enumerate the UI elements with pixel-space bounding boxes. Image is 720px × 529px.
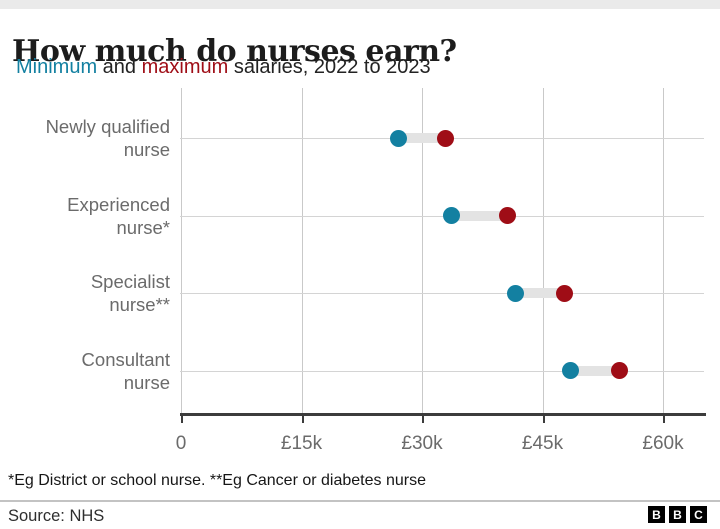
min-salary-dot: [390, 129, 408, 147]
range-connector: [451, 210, 508, 221]
category-label: Newly qualified nurse: [0, 115, 170, 161]
source-label: Source: NHS: [8, 507, 105, 525]
category-label-line2: nurse*: [116, 216, 170, 238]
subtitle-and: and: [97, 56, 142, 78]
x-axis-tick: [301, 416, 304, 423]
vertical-gridline: [542, 88, 544, 415]
legend-max-word: maximum: [141, 56, 229, 78]
x-axis-tick-label: £60k: [642, 433, 684, 454]
vertical-gridline: [663, 88, 664, 415]
plot-area: [180, 88, 704, 415]
vertical-gridline: [181, 88, 182, 415]
category-label: Specialist nurse**: [0, 270, 170, 316]
vertical-gridline: [422, 88, 423, 415]
x-axis-tick: [663, 416, 665, 423]
bbc-logo-block: B: [669, 506, 686, 523]
category-label: Consultant nurse: [0, 348, 170, 394]
x-axis-tick-label: £30k: [401, 433, 443, 454]
max-salary-dot: [436, 129, 454, 147]
x-axis-tick-label: 0: [175, 433, 187, 454]
category-label-line2: nurse**: [109, 294, 170, 315]
category-label-line1: Specialist: [90, 271, 170, 292]
category-label-line2: nurse: [123, 139, 170, 160]
max-salary-dot: [498, 207, 516, 224]
legend-min-word: Minimum: [16, 56, 98, 78]
source-divider: [0, 500, 720, 502]
min-salary-dot: [507, 284, 525, 302]
top-border-band: [0, 0, 720, 9]
x-axis-tick-label: £45k: [521, 433, 564, 454]
horizontal-gridline: [180, 215, 704, 217]
chart-subtitle: Minimum and maximum salaries, 2022 to 20…: [16, 56, 716, 79]
range-connector: [515, 288, 565, 298]
bbc-logo-block: B: [648, 506, 665, 523]
min-salary-dot: [562, 362, 580, 379]
x-axis-tick: [181, 416, 183, 423]
category-label: Experienced nurse*: [0, 193, 170, 239]
horizontal-gridline: [180, 293, 704, 294]
category-label-line1: Newly qualified: [45, 116, 170, 137]
category-label-line1: Experienced: [67, 193, 170, 215]
x-axis-tick: [542, 416, 545, 423]
range-connector: [398, 133, 446, 143]
x-axis-tick-label: £15k: [280, 433, 323, 454]
chart-title: How much do nurses earn?: [12, 34, 457, 70]
bbc-logo-block: C: [690, 506, 707, 523]
max-salary-dot: [611, 362, 629, 379]
min-salary-dot: [443, 207, 461, 224]
x-axis-line: [180, 413, 706, 416]
max-salary-dot: [555, 284, 573, 302]
footnote: *Eg District or school nurse. **Eg Cance…: [8, 472, 426, 489]
range-connector: [570, 365, 620, 376]
horizontal-gridline: [180, 370, 704, 372]
subtitle-rest: salaries, 2022 to 2023: [228, 56, 431, 78]
vertical-gridline: [301, 88, 303, 415]
x-axis-tick: [422, 416, 424, 423]
category-label-line1: Consultant: [81, 348, 170, 370]
category-label-line2: nurse: [123, 371, 170, 393]
